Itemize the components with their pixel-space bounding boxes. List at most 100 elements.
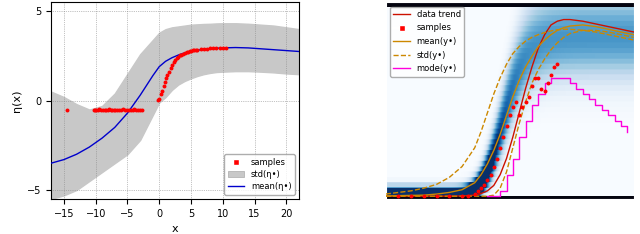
Point xyxy=(218,46,228,50)
Point xyxy=(170,58,180,62)
Y-axis label: y (count): y (count) xyxy=(348,75,358,126)
Point xyxy=(175,54,186,57)
Point xyxy=(127,108,138,111)
Point xyxy=(169,60,179,64)
Point xyxy=(129,107,140,111)
Point xyxy=(110,108,120,111)
Point xyxy=(208,46,218,50)
Point xyxy=(116,108,126,111)
Point xyxy=(202,47,212,51)
Point xyxy=(177,53,187,56)
Point xyxy=(100,108,111,112)
Point xyxy=(137,108,147,111)
Point xyxy=(444,194,454,198)
Point xyxy=(89,108,99,111)
Point xyxy=(394,194,404,198)
Point xyxy=(97,108,108,111)
Point xyxy=(114,108,124,111)
Point xyxy=(167,63,177,67)
Point xyxy=(118,107,128,111)
Point xyxy=(501,124,511,128)
Point xyxy=(160,80,170,84)
Point xyxy=(164,70,174,73)
Legend: samples, std(η•), mean(η•): samples, std(η•), mean(η•) xyxy=(224,154,295,195)
Point xyxy=(492,157,502,160)
Point xyxy=(120,108,130,112)
Point xyxy=(520,100,531,104)
Point xyxy=(431,194,442,198)
Point xyxy=(91,108,101,112)
Point xyxy=(457,194,467,198)
Point xyxy=(498,135,508,139)
Point xyxy=(102,108,113,111)
Point xyxy=(470,192,480,195)
Point xyxy=(172,56,182,60)
Point xyxy=(156,92,166,96)
Point xyxy=(90,108,100,111)
Point xyxy=(483,178,493,182)
Point xyxy=(161,77,172,80)
Point xyxy=(508,106,518,109)
Point xyxy=(463,194,474,198)
Point xyxy=(106,108,116,111)
Point xyxy=(99,108,109,111)
Point xyxy=(495,146,505,150)
Point xyxy=(527,84,537,88)
Point xyxy=(157,89,168,93)
Y-axis label: η(x): η(x) xyxy=(12,89,22,112)
Point xyxy=(205,47,215,50)
Point xyxy=(96,108,106,112)
Point xyxy=(62,108,72,111)
Point xyxy=(514,113,524,117)
Point xyxy=(186,49,196,53)
Point xyxy=(191,48,201,51)
Point xyxy=(184,49,195,53)
Point xyxy=(112,108,122,112)
Point xyxy=(133,108,143,112)
X-axis label: x: x xyxy=(506,224,513,234)
Point xyxy=(511,100,521,104)
Point xyxy=(135,108,145,111)
Point xyxy=(473,189,483,193)
Point xyxy=(536,87,547,90)
Point xyxy=(93,108,103,111)
Point xyxy=(125,108,136,112)
Point xyxy=(489,165,499,168)
Point xyxy=(517,106,527,109)
Point xyxy=(182,50,193,54)
Point xyxy=(189,48,199,52)
Point xyxy=(163,73,173,77)
Point xyxy=(181,50,191,54)
Point xyxy=(524,95,534,99)
Point xyxy=(533,76,543,80)
Point xyxy=(107,108,117,112)
Point xyxy=(153,98,163,102)
Point xyxy=(198,47,209,51)
Point xyxy=(486,173,496,176)
Point xyxy=(94,107,104,111)
Point xyxy=(188,48,198,52)
Point xyxy=(211,46,221,50)
Point xyxy=(154,97,164,101)
Point xyxy=(504,113,515,117)
Point xyxy=(124,108,134,111)
Point xyxy=(180,51,190,55)
Point xyxy=(192,48,202,51)
Point xyxy=(179,52,189,55)
Point xyxy=(530,76,540,80)
Point xyxy=(549,65,559,69)
Point xyxy=(476,186,486,190)
Point xyxy=(479,183,490,187)
Point xyxy=(195,47,205,51)
Point xyxy=(543,81,553,85)
Point xyxy=(159,84,169,88)
Point xyxy=(214,46,225,50)
Point xyxy=(221,46,231,50)
Point xyxy=(540,89,550,93)
Point xyxy=(104,107,114,111)
Point xyxy=(131,108,141,111)
Point xyxy=(552,62,563,66)
Point xyxy=(419,194,429,198)
Point xyxy=(406,194,416,198)
Point xyxy=(109,108,119,111)
